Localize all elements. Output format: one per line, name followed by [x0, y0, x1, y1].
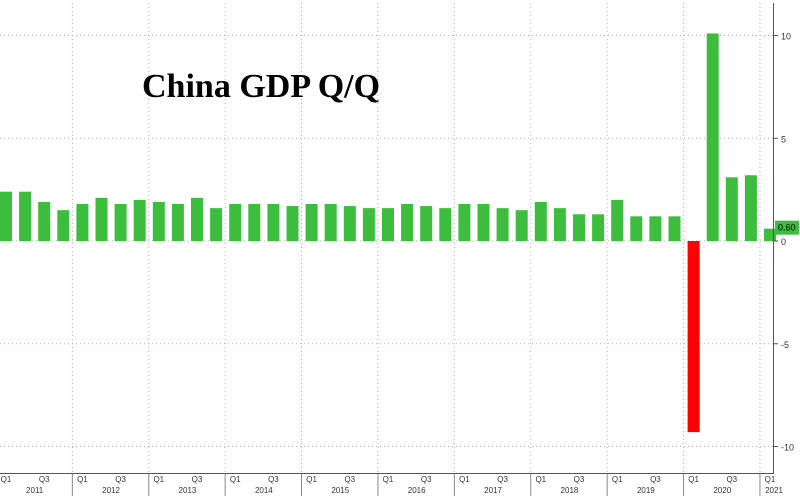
y-tick-label: 5: [781, 134, 786, 144]
bar-2017-q1: [458, 204, 471, 241]
bar-2015-q2: [324, 204, 337, 241]
bar-2017-q4: [515, 210, 528, 241]
bar-2016-q3: [420, 206, 433, 241]
bar-2020-q4: [744, 175, 757, 241]
bar-2014-q3: [267, 204, 280, 241]
x-tick-label-q3: Q3: [497, 475, 508, 484]
x-tick-label-q1: Q1: [383, 475, 394, 484]
x-year-label-2015: 2015: [331, 486, 349, 495]
x-year-label-2016: 2016: [408, 486, 426, 495]
bar-2019-q2: [630, 216, 643, 241]
bar-2019-q3: [649, 216, 662, 241]
bar-2016-q4: [439, 208, 452, 241]
x-tick-label-q3: Q3: [344, 475, 355, 484]
x-tick-label-q3: Q3: [726, 475, 737, 484]
x-tick-label-q3: Q3: [39, 475, 50, 484]
x-tick-label-q3: Q3: [115, 475, 126, 484]
y-tick-label: -10: [781, 443, 794, 453]
bar-2011-q1: [0, 191, 12, 241]
chart-title: China GDP Q/Q: [142, 68, 381, 105]
bar-2018-q2: [553, 208, 566, 241]
bar-2013-q2: [171, 204, 184, 241]
x-tick-label-q3: Q3: [421, 475, 432, 484]
x-year-label-2013: 2013: [179, 486, 197, 495]
bar-2012-q1: [76, 204, 89, 241]
bar-2011-q3: [38, 201, 51, 241]
y-tick-label: 10: [781, 32, 791, 42]
bar-2012-q4: [133, 199, 146, 241]
bar-2013-q1: [152, 201, 165, 241]
bar-2015-q3: [343, 206, 356, 241]
bar-2019-q1: [611, 199, 624, 241]
x-tick-label-q3: Q3: [268, 475, 279, 484]
x-year-label-2020: 2020: [713, 486, 731, 495]
x-tick-label-q1: Q1: [765, 475, 776, 484]
bar-2018-q1: [534, 201, 547, 241]
bar-2014-q4: [286, 206, 299, 241]
x-tick-label-q1: Q1: [535, 475, 546, 484]
x-tick-label-q1: Q1: [459, 475, 470, 484]
bar-2018-q3: [573, 214, 585, 241]
bar-2013-q4: [210, 208, 223, 241]
x-year-label-2021: 2021: [765, 486, 783, 495]
x-tick-label-q1: Q1: [230, 475, 241, 484]
x-tick-label-q1: Q1: [1, 475, 12, 484]
bar-2017-q3: [496, 208, 509, 241]
x-tick-label-q1: Q1: [77, 475, 88, 484]
x-tick-label-q1: Q1: [306, 475, 317, 484]
x-axis-band: [0, 473, 774, 497]
bar-2019-q4: [668, 216, 681, 241]
x-tick-label-q3: Q3: [574, 475, 585, 484]
x-tick-label-q1: Q1: [153, 475, 164, 484]
y-tick-label: 0: [781, 237, 786, 247]
y-tick-label: -5: [781, 340, 789, 350]
bar-2018-q4: [592, 214, 605, 241]
bar-2011-q2: [19, 191, 32, 241]
bar-2021-q1: [764, 228, 776, 241]
x-tick-label-q1: Q1: [688, 475, 699, 484]
bar-2012-q3: [114, 204, 127, 241]
last-value-box: [775, 220, 799, 235]
bar-2020-q2: [706, 33, 719, 241]
x-year-label-2019: 2019: [637, 486, 655, 495]
x-year-label-2011: 2011: [26, 486, 44, 495]
bar-2014-q2: [248, 204, 261, 241]
x-year-label-2014: 2014: [255, 486, 273, 495]
bar-2016-q1: [382, 208, 394, 241]
x-tick-label-q1: Q1: [612, 475, 623, 484]
x-year-label-2018: 2018: [561, 486, 579, 495]
x-year-label-2017: 2017: [484, 486, 502, 495]
bar-2014-q1: [229, 204, 242, 241]
bar-2015-q4: [362, 208, 375, 241]
bar-2017-q2: [477, 204, 490, 241]
bar-2011-q4: [57, 210, 70, 241]
bar-2012-q2: [95, 197, 108, 241]
bar-2020-q3: [725, 177, 738, 241]
bar-2016-q2: [401, 204, 414, 241]
last-value-label: 0.60: [778, 223, 796, 233]
bar-2013-q3: [191, 197, 203, 241]
bar-2015-q1: [305, 204, 318, 241]
x-tick-label-q3: Q3: [650, 475, 661, 484]
x-tick-label-q3: Q3: [192, 475, 203, 484]
bar-2020-q1: [687, 241, 700, 433]
x-year-label-2012: 2012: [102, 486, 120, 495]
